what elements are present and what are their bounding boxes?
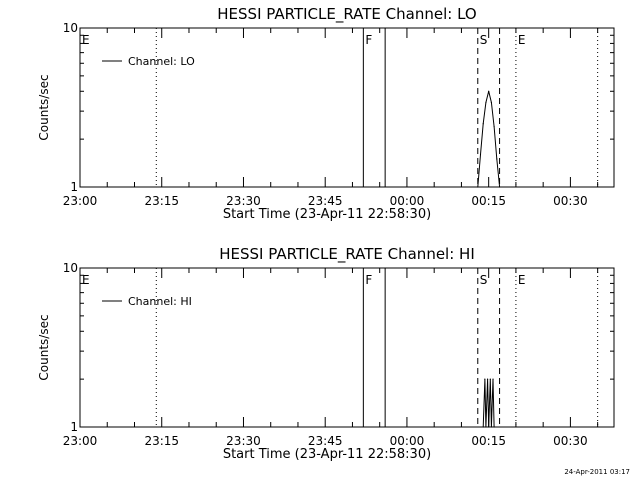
- plot2-marker-label: F: [365, 273, 372, 287]
- plot1-x-tick-label: 00:30: [553, 194, 588, 208]
- plot2-legend-entry: Channel: HI: [128, 295, 192, 308]
- plot2-x-tick-label: 00:30: [553, 434, 588, 448]
- plot2-y-tick-label: 10: [63, 261, 78, 275]
- plot2-data-point: [484, 378, 486, 380]
- plot2-data-point: [486, 378, 489, 380]
- plot1-data-point: [490, 101, 492, 104]
- plot1-y-tick-label: 1: [70, 180, 78, 194]
- plot1-title: HESSI PARTICLE_RATE Channel: LO: [217, 5, 476, 24]
- plot1-data-point: [496, 158, 498, 160]
- plot2-data-point: [493, 426, 495, 428]
- plot2-axes-frame: [79, 267, 615, 428]
- plot1-legend-entry: Channel: LO: [128, 55, 195, 68]
- plot1-marker-label: F: [365, 33, 372, 47]
- plot1-x-tick-label: 23:30: [226, 194, 261, 208]
- plot1-x-tick-label: 00:00: [390, 194, 425, 208]
- plot1-x-tick-label: 00:15: [471, 194, 506, 208]
- plot1-y-axis-label: Counts/sec: [37, 74, 51, 140]
- plot2-series-line: [482, 379, 495, 428]
- plot2-title: HESSI PARTICLE_RATE Channel: HI: [219, 245, 475, 264]
- plot1-x-tick-label: 23:45: [308, 194, 343, 208]
- plot2-data-point: [490, 426, 492, 428]
- plot2-data-point: [492, 378, 494, 380]
- plot1-data-point: [485, 101, 487, 104]
- plot1-marker-label: E: [82, 33, 90, 47]
- plot1-y-tick-label: 10: [63, 21, 78, 35]
- plot1-axes-frame: [79, 27, 615, 188]
- plot2-x-axis-label: Start Time (23-Apr-11 22:58:30): [223, 447, 431, 462]
- plot2-data-point: [489, 378, 491, 380]
- plot2-x-tick-label: 23:30: [226, 434, 261, 448]
- plot1-data-point: [498, 186, 501, 188]
- plot2-x-tick-label: 00:00: [390, 434, 425, 448]
- plot1-data-point: [479, 153, 482, 156]
- plot2-x-tick-label: 00:15: [471, 434, 506, 448]
- plot1-marker-label: E: [518, 33, 526, 47]
- plot1-data-point: [488, 90, 490, 92]
- plot1-x-axis-label: Start Time (23-Apr-11 22:58:30): [223, 207, 431, 222]
- plot2-data-point: [482, 426, 484, 428]
- plot2-marker-label: E: [82, 273, 90, 287]
- plot1-data-point: [482, 123, 484, 125]
- plot1-data-point: [477, 186, 479, 188]
- plot2-marker-label: S: [480, 273, 488, 287]
- plot2-x-tick-label: 23:00: [63, 434, 98, 448]
- plot1-x-tick-label: 23:00: [63, 194, 98, 208]
- plot2-x-tick-label: 23:15: [144, 434, 179, 448]
- plot1-x-tick-label: 23:15: [144, 194, 179, 208]
- plot1-marker-label: S: [480, 33, 488, 47]
- plot2-y-tick-label: 1: [70, 420, 78, 434]
- plot2-x-tick-label: 23:45: [308, 434, 343, 448]
- plot1-data-point: [493, 125, 495, 128]
- plot2-data-point: [488, 426, 490, 428]
- plot1-series-line: [477, 91, 501, 188]
- plot2-marker-label: E: [518, 273, 526, 287]
- plot2-data-point: [485, 426, 487, 428]
- timestamp-label: 24-Apr-2011 03:17: [564, 468, 630, 476]
- plot2-y-axis-label: Counts/sec: [37, 314, 51, 380]
